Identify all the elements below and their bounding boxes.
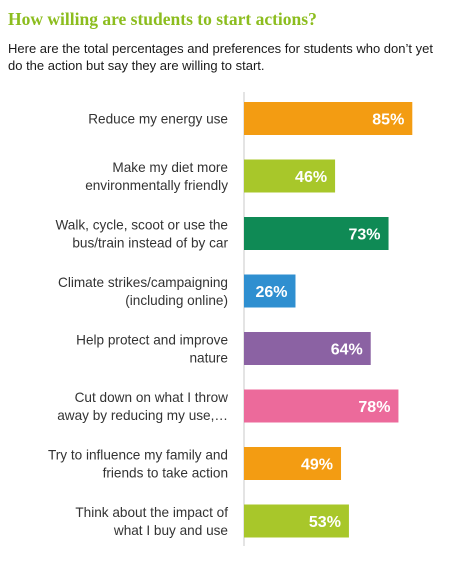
value-label-8: 53% bbox=[309, 514, 341, 531]
category-label-2: Make my diet more environmentally friendl… bbox=[85, 160, 228, 193]
category-label-7: Try to influence my family and friends to… bbox=[48, 448, 228, 481]
value-label-2: 46% bbox=[295, 169, 327, 186]
bar-1 bbox=[244, 102, 413, 135]
value-labels: 85% 46% 73% 26% 64% 78% 49% 53% bbox=[255, 112, 404, 532]
category-label-4: Climate strikes/campaigning (including on… bbox=[58, 275, 228, 308]
category-labels: Reduce my energy use Make my diet more env… bbox=[48, 112, 229, 539]
category-label-line: Reduce my energy use bbox=[88, 112, 228, 127]
value-label-5: 64% bbox=[331, 342, 363, 359]
bar-5 bbox=[244, 332, 371, 365]
category-label-8: Think about the impact of what I buy and … bbox=[75, 505, 228, 538]
category-label-line: friends to take action bbox=[103, 466, 228, 481]
bar-6 bbox=[244, 389, 399, 423]
category-label-line: Cut down on what I throw bbox=[75, 390, 229, 405]
category-label-line: (including online) bbox=[125, 293, 228, 308]
value-label-4: 26% bbox=[255, 284, 287, 301]
value-label-7: 49% bbox=[301, 457, 333, 474]
category-label-1: Reduce my energy use bbox=[88, 112, 228, 127]
chart-subtitle: Here are the total percentages and prefe… bbox=[8, 41, 433, 73]
category-label-line: away by reducing my use,… bbox=[57, 408, 228, 423]
category-label-line: Make my diet more bbox=[112, 160, 228, 175]
category-label-3: Walk, cycle, scoot or use the bus/train i… bbox=[55, 218, 228, 251]
category-label-6: Cut down on what I throw away by reducing… bbox=[57, 390, 228, 423]
chart-title: How willing are students to start action… bbox=[8, 9, 317, 29]
bar-8 bbox=[244, 504, 349, 538]
bar-3 bbox=[244, 217, 389, 250]
category-label-line: Help protect and improve bbox=[76, 333, 228, 348]
value-label-3: 73% bbox=[349, 227, 381, 244]
category-label-line: Climate strikes/campaigning bbox=[58, 275, 228, 290]
value-label-6: 78% bbox=[358, 399, 390, 416]
category-label-line: nature bbox=[189, 351, 228, 366]
category-label-line: bus/train instead of by car bbox=[72, 236, 228, 251]
bar-2 bbox=[244, 159, 336, 193]
bars bbox=[244, 102, 413, 538]
value-label-1: 85% bbox=[372, 112, 404, 129]
category-label-line: Try to influence my family and bbox=[48, 448, 228, 463]
bar-7 bbox=[244, 447, 342, 480]
category-label-line: environmentally friendly bbox=[85, 178, 228, 193]
category-label-line: Walk, cycle, scoot or use the bbox=[55, 218, 228, 233]
category-label-line: what I buy and use bbox=[113, 523, 228, 538]
category-label-line: Think about the impact of bbox=[75, 505, 228, 520]
category-label-5: Help protect and improve nature bbox=[76, 333, 228, 366]
bar-4 bbox=[244, 274, 296, 308]
